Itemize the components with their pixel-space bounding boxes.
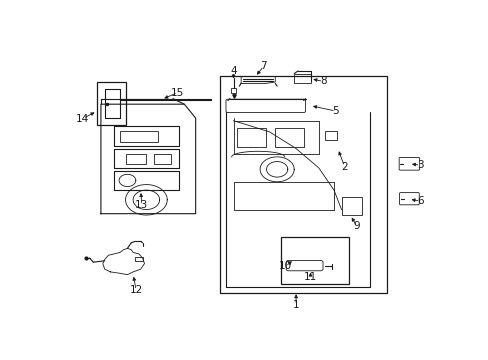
Bar (154, 154, 171, 164)
Bar (237, 128, 265, 147)
Text: 5: 5 (332, 106, 339, 116)
Text: 7: 7 (260, 61, 266, 71)
Bar (324, 131, 336, 140)
Text: 13: 13 (135, 201, 148, 210)
Bar (97, 82, 125, 125)
Text: 11: 11 (303, 273, 316, 283)
Text: 12: 12 (129, 285, 142, 296)
Bar (120, 131, 158, 141)
Bar (220, 76, 386, 293)
Text: 6: 6 (416, 196, 423, 206)
Bar (341, 197, 362, 215)
Text: 10: 10 (278, 261, 291, 271)
Text: 1: 1 (292, 300, 299, 310)
Text: 3: 3 (416, 160, 423, 170)
Text: 8: 8 (320, 76, 326, 86)
Text: 15: 15 (171, 87, 184, 98)
Text: 14: 14 (76, 114, 89, 123)
Bar (280, 237, 348, 284)
Bar (294, 74, 311, 84)
Bar (275, 128, 303, 147)
Bar (230, 87, 236, 93)
Bar (125, 154, 146, 164)
Text: 2: 2 (341, 162, 347, 172)
Text: 9: 9 (353, 221, 359, 231)
Bar (135, 257, 142, 261)
Text: 4: 4 (230, 67, 236, 76)
